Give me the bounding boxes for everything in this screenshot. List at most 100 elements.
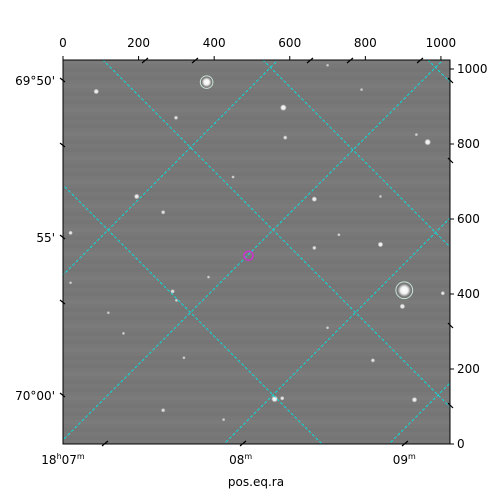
- noise-band: [63, 68, 450, 72]
- star-point: [173, 115, 179, 120]
- top-grid-tick: [306, 57, 314, 64]
- star-point: [414, 132, 419, 137]
- x-axis-title: pos.eq.ra: [228, 475, 284, 489]
- noise-band: [63, 364, 450, 368]
- dec-tick-label: 55': [36, 231, 55, 245]
- noise-band: [63, 156, 450, 160]
- x-pixel-tick-label: 1000: [426, 36, 457, 50]
- star-point: [201, 77, 212, 88]
- star-point: [370, 358, 376, 363]
- ra-tick-label: 18h07m: [41, 452, 85, 467]
- noise-band: [63, 372, 450, 376]
- noise-band: [63, 196, 450, 200]
- x-pixel-tick-label: 200: [127, 36, 150, 50]
- dec-tick-mark: [59, 392, 66, 398]
- noise-band: [63, 348, 450, 352]
- star-point: [106, 311, 111, 315]
- y-pixel-tick-label: 200: [457, 362, 480, 376]
- plot-frame: [62, 59, 451, 445]
- noise-band: [63, 316, 450, 320]
- star-point: [174, 298, 179, 303]
- dec-tick-mark: [59, 299, 66, 305]
- star-point: [231, 175, 235, 179]
- noise-band: [63, 292, 450, 296]
- star-point: [311, 196, 318, 202]
- right-grid-tick: [447, 322, 454, 329]
- star-point: [160, 210, 166, 215]
- target-marker: [243, 250, 254, 262]
- noise-band: [63, 180, 450, 184]
- ra-tick-mark: [101, 440, 109, 447]
- noise-band: [63, 308, 450, 312]
- grid-line-dec: [102, 60, 450, 408]
- target-marker-layer: [243, 250, 254, 262]
- dec-tick-label: 69°50': [15, 74, 55, 88]
- x-pixel-tick-label: 0: [59, 36, 67, 50]
- noise-band: [63, 276, 450, 280]
- star-point: [337, 233, 341, 237]
- noise-band: [63, 116, 450, 120]
- x-pixel-tick-label: 600: [278, 36, 301, 50]
- axis-ticks: 0 200 400 600 800 1000 0 200 400 600 800 1000 18h07m…: [15, 36, 487, 467]
- noise-band: [63, 252, 450, 256]
- noise-band: [63, 84, 450, 88]
- noise-band: [63, 212, 450, 216]
- noise-band: [63, 220, 450, 224]
- noise-band: [63, 404, 450, 408]
- star-point: [68, 230, 73, 236]
- star-field: [68, 63, 446, 422]
- star-point: [378, 194, 383, 199]
- star-point: [271, 395, 278, 403]
- star-point: [399, 303, 406, 310]
- top-grid-tick: [141, 57, 149, 64]
- star-point: [68, 281, 73, 285]
- star-point: [280, 104, 287, 111]
- ra-tick-mark: [239, 440, 247, 447]
- star-point: [377, 241, 384, 248]
- top-grid-tick: [416, 57, 424, 64]
- noise-band: [63, 76, 450, 80]
- star-point: [359, 87, 364, 92]
- star-point: [121, 331, 126, 336]
- top-grid-tick: [191, 57, 199, 64]
- noise-band: [63, 436, 450, 440]
- dec-tick-mark: [59, 234, 66, 240]
- y-pixel-tick-label: 0: [457, 437, 465, 451]
- star-point: [93, 88, 100, 95]
- top-grid-tick: [346, 57, 354, 64]
- noise-band: [63, 188, 450, 192]
- image-area: [63, 60, 450, 444]
- coordinate-grid: [63, 60, 450, 444]
- noise-band: [63, 164, 450, 168]
- right-grid-tick: [447, 157, 454, 164]
- dec-tick-label: 70°00': [15, 389, 55, 403]
- star-point: [397, 283, 411, 297]
- ra-tick-label: 08m: [229, 452, 252, 467]
- ra-tick-label: 09m: [393, 452, 416, 467]
- noise-band: [63, 396, 450, 400]
- dec-tick-mark: [59, 142, 66, 148]
- star-point: [133, 193, 140, 200]
- star-point: [424, 138, 432, 146]
- star-point: [182, 356, 186, 360]
- star-point: [325, 326, 330, 330]
- noise-band: [63, 60, 450, 64]
- star-point: [440, 291, 446, 296]
- star-point: [170, 289, 175, 294]
- noise-band: [63, 332, 450, 336]
- noise-band: [63, 380, 450, 384]
- y-pixel-tick-label: 1000: [457, 62, 488, 76]
- noise-band: [63, 92, 450, 96]
- noise-band: [63, 204, 450, 208]
- y-pixel-tick-label: 600: [457, 212, 480, 226]
- noise-band: [63, 324, 450, 328]
- star-point: [221, 417, 226, 422]
- star-point: [206, 275, 211, 279]
- noise-band: [63, 300, 450, 304]
- noise-band: [63, 124, 450, 128]
- noise-band: [63, 420, 450, 424]
- star-point: [279, 396, 285, 401]
- noise-band: [63, 100, 450, 104]
- noise-band: [63, 236, 450, 240]
- noise-band: [63, 108, 450, 112]
